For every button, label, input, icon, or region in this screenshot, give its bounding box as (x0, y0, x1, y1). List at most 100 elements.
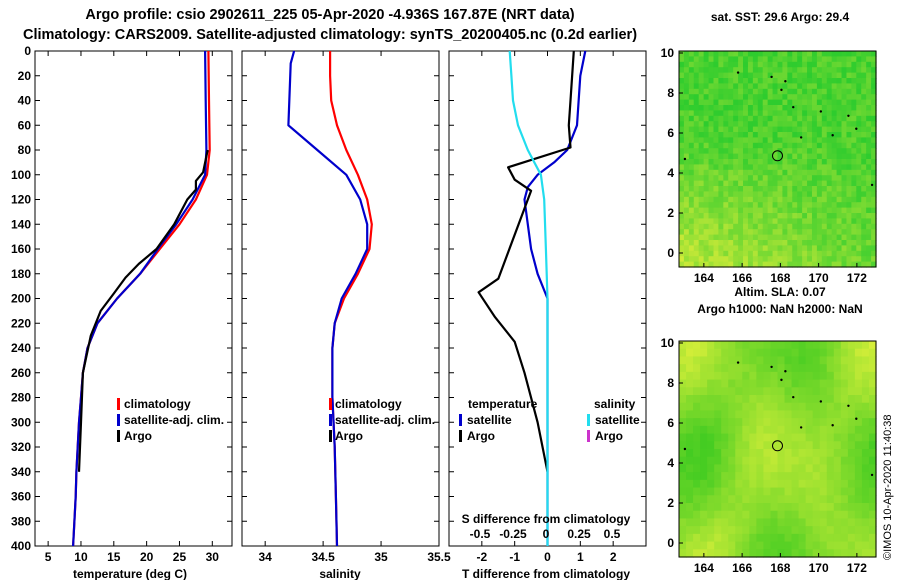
map-cell (728, 472, 736, 481)
map-cell (777, 196, 784, 203)
map-cell (777, 526, 786, 535)
map-cell (797, 175, 803, 182)
map-cell (735, 533, 743, 543)
map-cell (811, 132, 818, 138)
map-cell (871, 213, 877, 219)
map-cell (772, 121, 779, 128)
map-cell (861, 441, 870, 450)
map-cell (749, 341, 757, 350)
map-cell (821, 223, 828, 230)
map-cell (821, 105, 828, 111)
map-cell (831, 169, 838, 176)
map-cell (840, 472, 849, 481)
map-cell (784, 402, 793, 412)
map-cell (738, 67, 744, 74)
map-cell (713, 240, 719, 246)
map-cell (805, 379, 814, 388)
map-cell (693, 364, 701, 373)
map-cell (805, 348, 814, 358)
map-cell (868, 479, 877, 489)
map-cell (797, 110, 803, 117)
map-cell (752, 256, 759, 263)
map-cell (757, 245, 764, 252)
map-cell (811, 99, 818, 106)
map-cell (807, 213, 813, 219)
map-cell (703, 99, 710, 106)
map-cell (713, 99, 719, 106)
map-cell (826, 479, 835, 489)
map-cell (792, 240, 798, 246)
map-cell (772, 61, 779, 68)
map-cell (688, 196, 695, 203)
map-cell (743, 250, 749, 257)
map-cell (831, 191, 838, 198)
map-cell (738, 175, 744, 182)
map-cell (777, 348, 786, 358)
map-cell (743, 72, 749, 79)
map-cell (743, 148, 749, 155)
map-cell (762, 186, 769, 192)
map-cell (700, 371, 708, 381)
map-cell (831, 121, 838, 128)
map-cell (861, 472, 870, 481)
map-cell (787, 78, 793, 84)
map-cell (826, 261, 833, 268)
map-cell (693, 348, 701, 358)
map-cell (846, 159, 852, 165)
map-cell (757, 61, 764, 68)
map-cell (792, 207, 798, 214)
map-cell (784, 348, 793, 358)
map-cell (782, 234, 788, 241)
map-cell (816, 256, 823, 263)
map-cell (777, 169, 784, 176)
map-cell (772, 78, 779, 84)
map-cell (693, 449, 701, 458)
map-cell (683, 142, 690, 149)
map-cell (826, 487, 835, 496)
map-cell (679, 250, 685, 257)
map-cell (762, 218, 769, 225)
map-cell (763, 433, 772, 442)
map-cell (707, 395, 715, 404)
map-cell (713, 218, 719, 225)
map-cell (708, 223, 715, 230)
map-cell (723, 110, 729, 117)
map-cell (841, 202, 848, 209)
map-cell (752, 175, 759, 182)
map-cell (723, 78, 729, 84)
map-cell (707, 356, 715, 365)
map-cell (713, 115, 719, 122)
map-cell (787, 229, 793, 236)
map-cell (819, 387, 828, 396)
map-cell (743, 142, 749, 149)
map-cell (833, 510, 842, 520)
map-cell (816, 159, 823, 165)
map-cell (714, 479, 722, 489)
map-cell (840, 479, 849, 489)
map-cell (807, 196, 813, 203)
map-cell (777, 245, 784, 252)
map-cell (812, 449, 821, 458)
map-cell (747, 121, 754, 128)
map-cell (747, 245, 754, 252)
map-cell (841, 88, 848, 95)
map-cell (683, 175, 690, 182)
map-cell (861, 425, 870, 435)
map-cell (811, 256, 818, 263)
map-cell (679, 479, 687, 489)
map-cell (733, 191, 739, 198)
map-cell (797, 83, 803, 90)
map-cell (703, 142, 710, 149)
map-cell (679, 142, 685, 149)
map-cell (777, 159, 784, 165)
map-cell (811, 94, 818, 101)
map-cell (693, 425, 701, 435)
map-cell (723, 56, 729, 63)
map-cell (723, 105, 729, 111)
map-cell (738, 256, 744, 263)
map-cell (861, 387, 870, 396)
map-cell (708, 240, 715, 246)
map-cell (738, 180, 744, 187)
map-cell (688, 126, 695, 133)
map-cell (757, 51, 764, 57)
